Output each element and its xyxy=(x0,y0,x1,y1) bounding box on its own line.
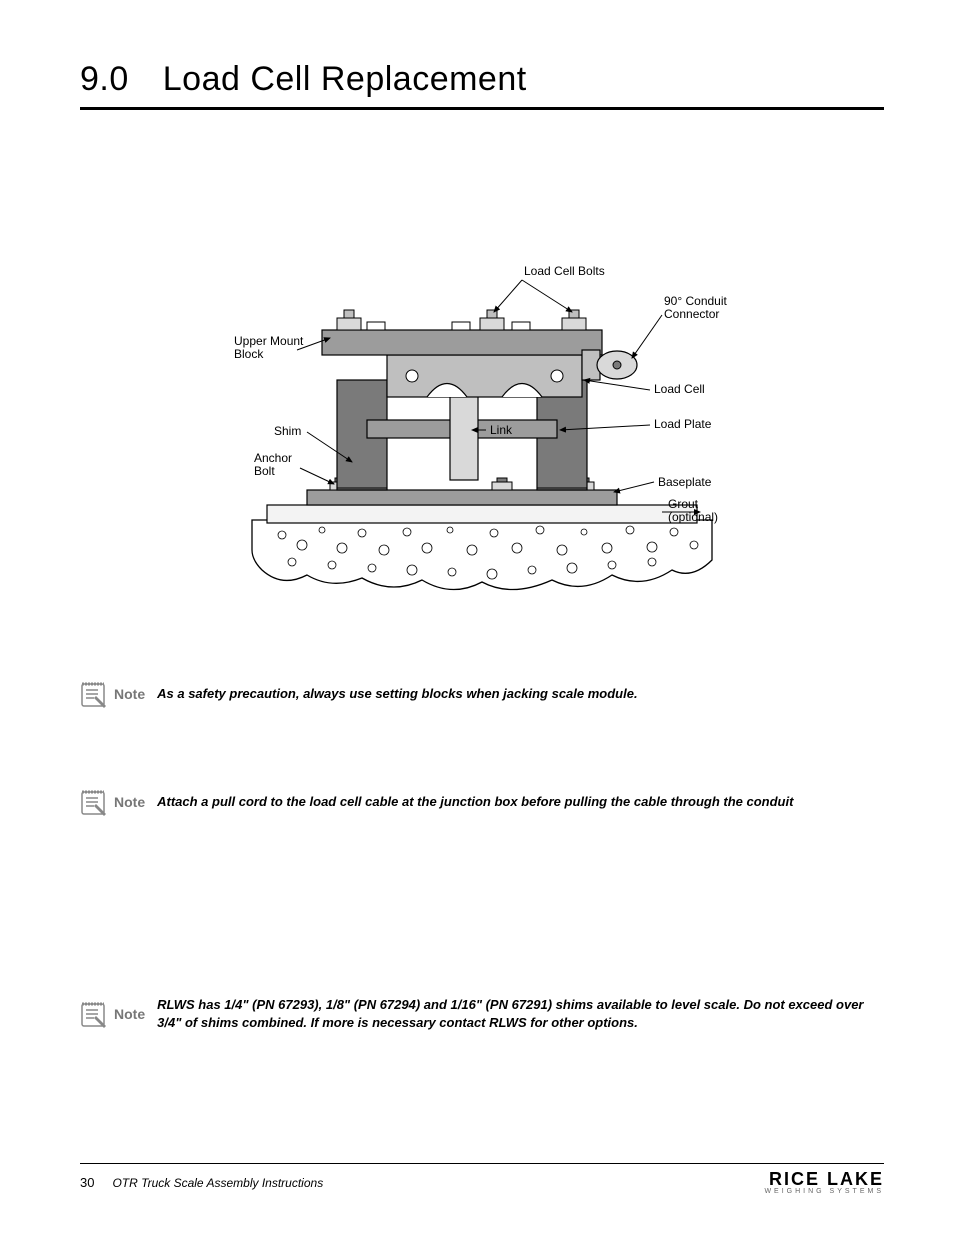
concrete-base xyxy=(252,520,712,590)
diagram-container: Load Cell Bolts 90° ConduitConnector Upp… xyxy=(80,230,884,620)
load-cell xyxy=(387,355,582,397)
label-conduit: 90° ConduitConnector xyxy=(664,294,728,321)
label-anchor-bolt: AnchorBolt xyxy=(254,451,292,478)
section-number: 9.0 xyxy=(80,60,129,99)
note-icon xyxy=(80,1000,108,1028)
label-shim: Shim xyxy=(274,424,301,438)
logo-main: RICE LAKE xyxy=(764,1170,884,1188)
note-label: Note xyxy=(114,1006,145,1022)
note-icon xyxy=(80,680,108,708)
note-3: Note RLWS has 1/4" (PN 67293), 1/8" (PN … xyxy=(80,996,884,1031)
note-text-1: As a safety precaution, always use setti… xyxy=(157,685,637,703)
note-2: Note Attach a pull cord to the load cell… xyxy=(80,788,884,816)
label-grout: Grout(optional) xyxy=(668,497,718,524)
note-text-3: RLWS has 1/4" (PN 67293), 1/8" (PN 67294… xyxy=(157,996,884,1031)
note-label: Note xyxy=(114,794,145,810)
baseplate xyxy=(307,490,617,505)
note-text-2: Attach a pull cord to the load cell cabl… xyxy=(157,793,793,811)
note-1: Note As a safety precaution, always use … xyxy=(80,680,884,708)
note-icon xyxy=(80,788,108,816)
label-load-cell: Load Cell xyxy=(654,382,705,396)
label-link: Link xyxy=(490,423,513,437)
load-cell-diagram: Load Cell Bolts 90° ConduitConnector Upp… xyxy=(212,230,752,620)
page-footer: 30 OTR Truck Scale Assembly Instructions… xyxy=(80,1163,884,1195)
label-upper-mount: Upper MountBlock xyxy=(234,334,304,361)
section-title: Load Cell Replacement xyxy=(163,60,527,99)
section-heading: 9.0 Load Cell Replacement xyxy=(80,60,884,110)
brand-logo: RICE LAKE WEIGHING SYSTEMS xyxy=(764,1170,884,1195)
label-load-cell-bolts: Load Cell Bolts xyxy=(524,264,605,278)
logo-sub: WEIGHING SYSTEMS xyxy=(764,1188,884,1195)
label-baseplate: Baseplate xyxy=(658,475,712,489)
grout-layer xyxy=(267,505,697,523)
load-cell-bolts xyxy=(337,310,586,330)
label-load-plate: Load Plate xyxy=(654,417,712,431)
conduit-connector xyxy=(582,350,637,380)
note-label: Note xyxy=(114,686,145,702)
page-number: 30 xyxy=(80,1175,94,1190)
footer-title: OTR Truck Scale Assembly Instructions xyxy=(112,1176,323,1190)
upper-mount-block xyxy=(322,330,602,355)
